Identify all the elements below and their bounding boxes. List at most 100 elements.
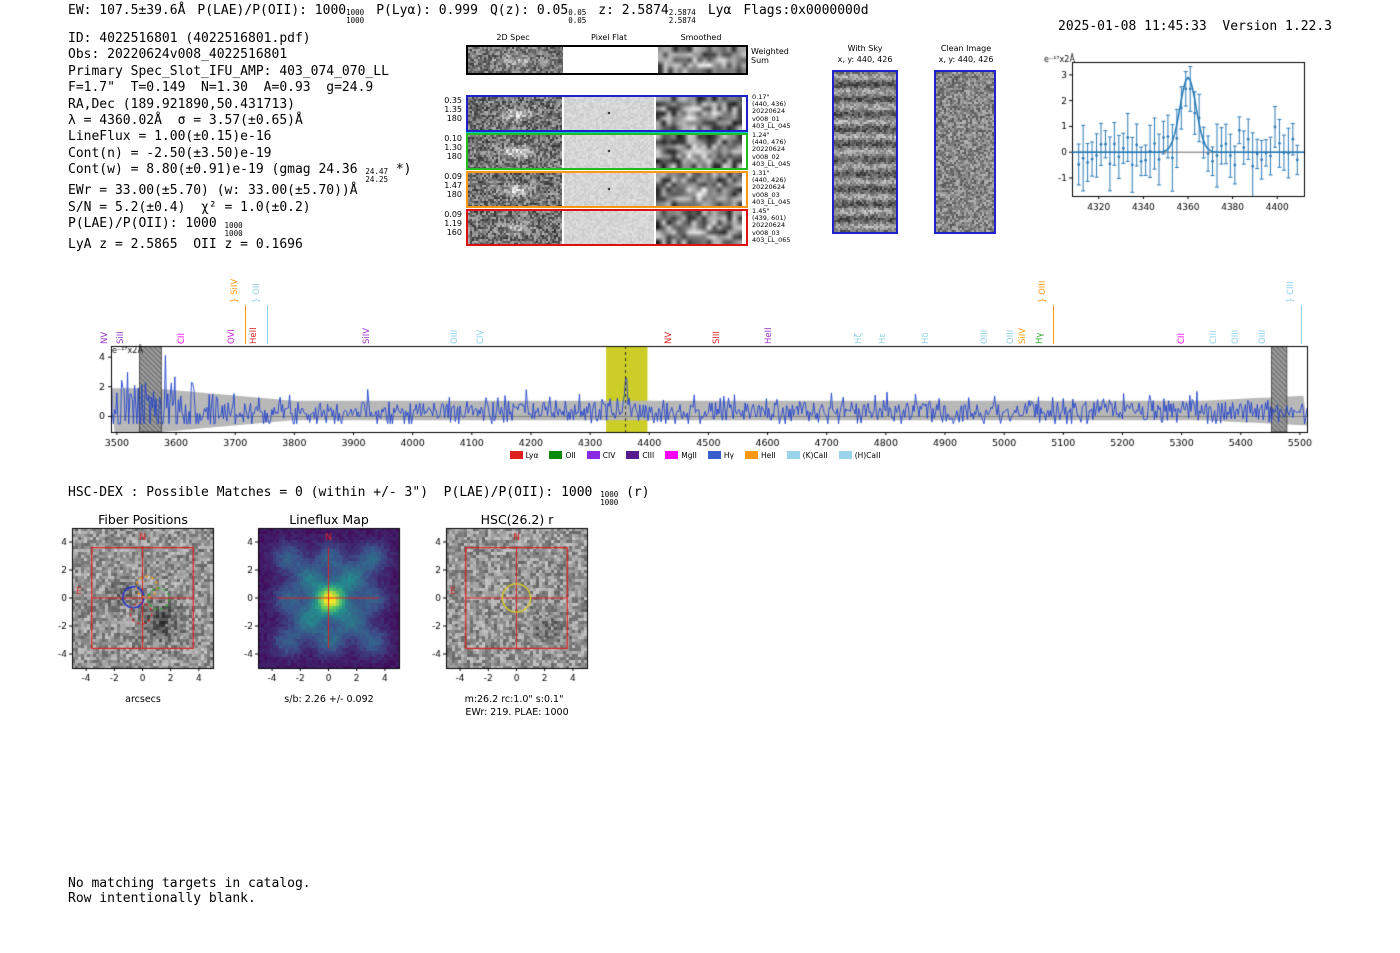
text-segment: λ = 4360.02Å σ = 3.57(±0.65)Å (68, 113, 303, 129)
col-title-smoothed: Smoothed (680, 33, 722, 42)
row-exposure-value: 1.47 (444, 181, 462, 190)
text-segment: P(Lyα): 0.999 (376, 3, 478, 18)
row-meta-value: (439, 601) (752, 214, 787, 223)
legend-item: Hγ (707, 451, 734, 460)
fiber-positions-title: Fiber Positions (98, 512, 188, 527)
emission-line-connector (244, 305, 246, 344)
spectrum-legend: Lyα OII CIV CIII MgII Hγ HeII (K)CaII (H)CaII (75, 451, 1315, 460)
row-exposure-labels: 0.35 1.35 180 (430, 96, 462, 123)
legend-item: (H)CaII (838, 451, 881, 460)
legend-swatch (744, 451, 758, 459)
clean-image-panel (934, 70, 996, 234)
hsc-r-cutout (416, 524, 592, 692)
source-info-block: ID: 4022516801 (4022516801.pdf) Obs: 2022… (68, 31, 411, 254)
legend-item: (K)CaII (786, 451, 828, 460)
legend-label: (H)CaII (854, 451, 881, 460)
emission-line-marker: } CIII (1286, 281, 1297, 303)
value-stack: 0.05 0.05 (568, 9, 586, 24)
stack-lo: 0.05 (568, 15, 587, 25)
row-meta-value: 1.31" (752, 169, 770, 177)
weighted-sum-strip (466, 45, 748, 75)
row-meta-value: 20220624 (752, 183, 786, 192)
text-segment: Obs: 20220624v008_4022516801 (68, 47, 288, 63)
text-segment: Primary Spec_Slot_IFU_AMP: 403_074_070_L… (68, 63, 389, 79)
stack-lo: 2.5874 (668, 15, 696, 25)
emission-line-marker: } SiIV (229, 278, 240, 303)
row-meta-labels: 1.31" (440, 426) 20220624 v008_03 403_LL_045 (752, 169, 791, 206)
row-pixelflat-canvas (564, 135, 654, 168)
value-stack: 2.5874 2.5874 (669, 9, 696, 24)
lineflux-map-title: Lineflux Map (289, 512, 369, 527)
hsc-caption-2: EWr: 219. PLAE: 1000 (465, 707, 569, 718)
clean-coords: x, y: 440, 426 (938, 55, 994, 64)
row-smoothed-canvas (656, 135, 742, 168)
text-segment: LineFlux = 1.00(±0.15)e-16 (68, 129, 272, 145)
legend-label: MgII (681, 451, 697, 460)
strip-2dspec-canvas (468, 47, 563, 73)
row-meta-labels: 1.45" (439, 601) 20220624 v008_03 403_LL_065 (752, 207, 791, 244)
emission-line-connector (1052, 305, 1054, 344)
stack-hi: 1000 (224, 221, 243, 231)
stack-hi: 1000 (600, 490, 619, 499)
weighted-sum-label: Weighted Sum (751, 47, 789, 65)
row-meta-value: v008_03 (752, 228, 780, 237)
legend-label: OII (565, 451, 576, 460)
row-meta-value: 20220624 (752, 107, 786, 116)
row-exposure-value: 1.35 (444, 105, 462, 114)
spec2d-row (466, 133, 748, 170)
row-exposure-value: 0.09 (444, 210, 462, 219)
value-stack: 24.47 24.25 (365, 168, 388, 183)
row-smoothed-canvas (656, 97, 742, 130)
row-meta-value: 403_LL_045 (752, 121, 791, 130)
row-exposure-value: 0.09 (444, 172, 462, 181)
text-segment: ID: 4022516801 (4022516801.pdf) (68, 31, 311, 46)
legend-swatch (838, 451, 852, 459)
lineflux-caption: s/b: 2.26 +/- 0.092 (284, 694, 374, 705)
stack-hi: 2.5874 (668, 8, 696, 17)
row-exposure-value: 0.35 (444, 96, 462, 105)
row-meta-value: v008_03 (752, 190, 780, 199)
text-segment: S/N = 5.2(±0.4) χ² = 1.0(±0.2) (68, 199, 311, 215)
row-meta-value: v008_02 (752, 152, 780, 161)
legend-swatch (786, 451, 800, 459)
row-meta-value: (440, 426) (752, 176, 787, 185)
row-meta-labels: 1.24" (440, 476) 20220624 v008_02 403_LL_045 (752, 131, 791, 168)
text-segment: P(LAE)/P(OII): 1000 1000 1000 (197, 3, 365, 25)
legend-item: CIII (626, 451, 654, 460)
text-segment: HSC-DEX : Possible Matches = 0 (within +… (68, 485, 650, 507)
row-exposure-labels: 0.09 1.19 160 (430, 210, 462, 237)
legend-swatch (707, 451, 721, 459)
text-segment: P(LAE)/P(OII): 1000 1000 1000 (68, 216, 243, 238)
version-label: Version 1.22.3 (1222, 19, 1332, 35)
row-meta-value: (440, 476) (752, 138, 787, 147)
row-2dspec-canvas (468, 173, 562, 206)
text-segment: EW: 107.5±39.6Å (68, 3, 186, 18)
legend-item: CIV (586, 451, 616, 460)
row-meta-value: 1.24" (752, 131, 770, 139)
lineflux-map-cutout (228, 524, 404, 692)
info-line: Cont(n) = -2.50(±3.50)e-19 (68, 146, 411, 162)
text-segment: LyA z = 2.5865 OII z = 0.1696 (68, 237, 303, 253)
emission-line-connector (1301, 305, 1303, 344)
row-smoothed-canvas (656, 211, 742, 244)
legend-item: Lyα (509, 451, 539, 460)
row-meta-value: v008_01 (752, 114, 780, 123)
col-title-2dspec: 2D Spec (496, 33, 530, 42)
legend-label: CIV (602, 451, 616, 460)
value-stack: 1000 1000 (600, 491, 618, 506)
strip-smoothed-canvas (658, 47, 746, 73)
row-exposure-labels: 0.10 1.30 180 (430, 134, 462, 161)
row-2dspec-canvas (468, 135, 562, 168)
fiber-xlabel: arcsecs (125, 694, 161, 705)
stack-lo: 1000 (346, 15, 365, 25)
header-summary: EW: 107.5±39.6Å P(LAE)/P(OII): 1000 1000 10… (68, 3, 881, 24)
emission-line-marker: } OIII (1037, 280, 1048, 303)
legend-item: OII (549, 451, 576, 460)
stack-hi: 0.05 (568, 8, 587, 17)
clean-canvas (936, 72, 994, 232)
row-exposure-value: 0.10 (444, 134, 462, 143)
row-pixelflat-canvas (564, 211, 654, 244)
legend-label: Lyα (525, 451, 539, 460)
legend-label: (K)CaII (802, 451, 828, 460)
text-segment: z: 2.5874 2.5874 2.5874 (598, 3, 696, 25)
